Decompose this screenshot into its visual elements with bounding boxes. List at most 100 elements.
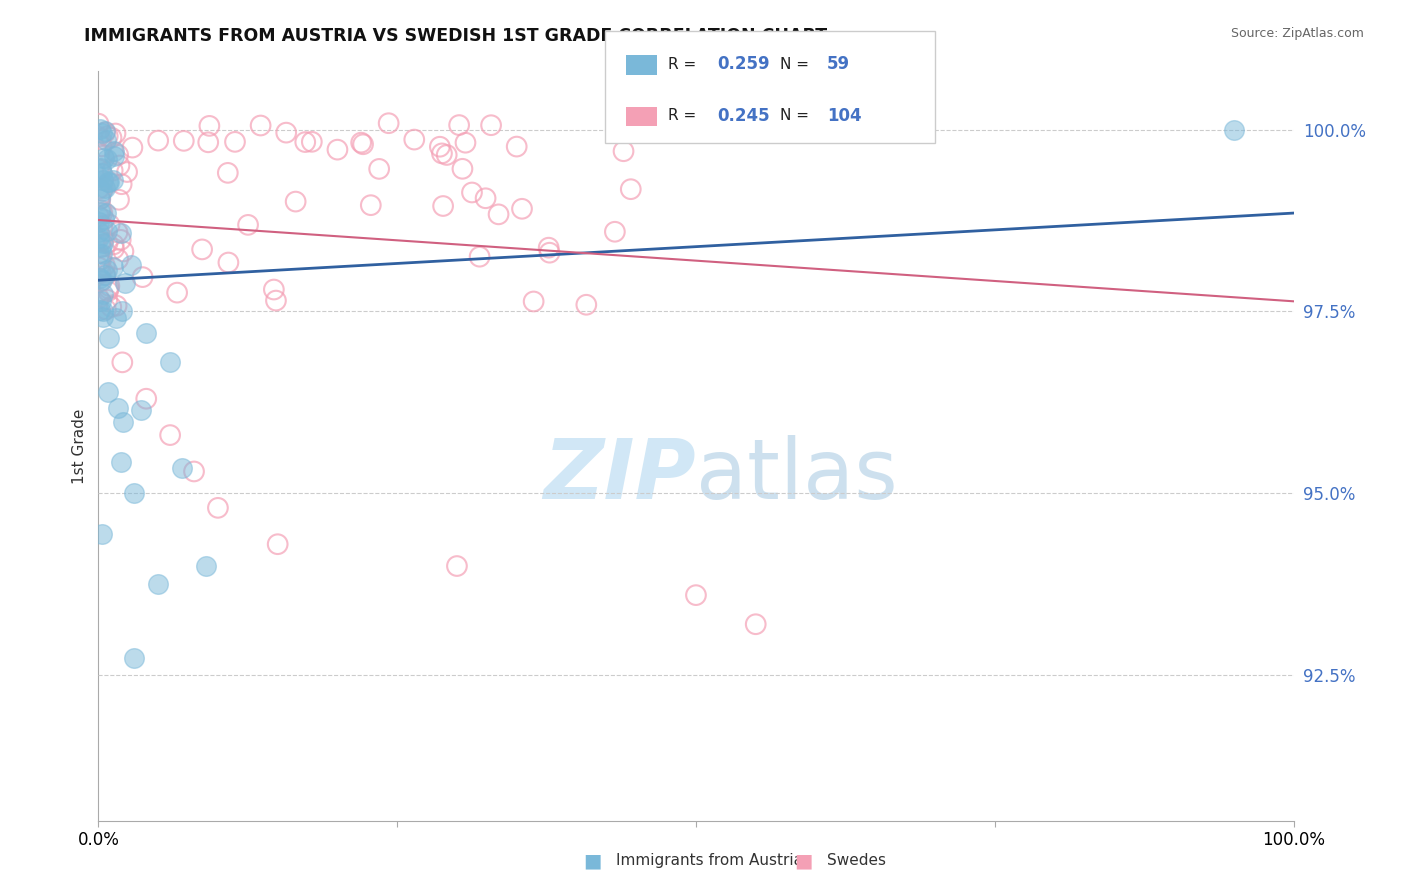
Point: [91, 527, 114, 541]
Point: [352, 137, 374, 152]
Point: [96, 293, 118, 307]
Point: [101, 163, 124, 178]
Point: [108, 159, 131, 173]
Point: [100, 130, 122, 145]
Point: [326, 143, 349, 157]
Point: [1223, 122, 1246, 136]
Point: [191, 243, 214, 257]
Point: [446, 559, 468, 574]
Text: 0.245: 0.245: [717, 107, 769, 125]
Point: [91, 236, 114, 251]
Point: [87, 162, 110, 177]
Point: [461, 186, 484, 200]
Point: [523, 294, 546, 309]
Point: [103, 149, 125, 163]
Point: [94, 125, 117, 139]
Point: [449, 118, 471, 132]
Point: [93, 232, 115, 246]
Point: [97, 282, 120, 296]
Point: [98, 279, 121, 293]
Point: [94, 259, 117, 273]
Point: [110, 233, 132, 247]
Text: atlas: atlas: [696, 435, 897, 516]
Point: [94, 268, 117, 282]
Point: [350, 136, 373, 150]
Point: [474, 191, 496, 205]
Text: IMMIGRANTS FROM AUSTRIA VS SWEDISH 1ST GRADE CORRELATION CHART: IMMIGRANTS FROM AUSTRIA VS SWEDISH 1ST G…: [84, 27, 828, 45]
Point: [89, 122, 111, 136]
Point: [360, 198, 382, 212]
Point: [430, 146, 453, 161]
Point: [87, 170, 110, 185]
Point: [195, 559, 218, 574]
Point: [87, 215, 110, 229]
Point: [89, 231, 111, 245]
Point: [89, 192, 111, 206]
Point: [207, 500, 229, 515]
Point: [96, 153, 118, 167]
Point: [89, 192, 111, 206]
Point: [93, 151, 115, 165]
Point: [94, 181, 117, 195]
Point: [404, 132, 426, 146]
Point: [114, 276, 136, 290]
Text: ZIP: ZIP: [543, 435, 696, 516]
Point: [89, 205, 111, 219]
Point: [173, 134, 195, 148]
Text: 59: 59: [827, 55, 849, 73]
Point: [294, 135, 316, 149]
Point: [217, 255, 239, 269]
Point: [111, 178, 134, 192]
Point: [111, 415, 134, 429]
Point: [89, 189, 111, 203]
Point: [166, 285, 188, 300]
Point: [91, 310, 114, 324]
Point: [87, 147, 110, 161]
Y-axis label: 1st Grade: 1st Grade: [72, 409, 87, 483]
Point: [468, 250, 491, 264]
Point: [97, 175, 120, 189]
Point: [107, 225, 129, 239]
Point: [129, 402, 152, 417]
Point: [96, 263, 118, 277]
Point: [91, 273, 114, 287]
Point: [377, 116, 399, 130]
Point: [87, 291, 110, 305]
Text: Swedes: Swedes: [827, 854, 886, 868]
Point: [89, 303, 111, 318]
Point: [94, 205, 117, 219]
Point: [87, 210, 110, 224]
Point: [537, 241, 560, 255]
Point: [107, 148, 129, 162]
Point: [91, 173, 114, 187]
Point: [111, 355, 134, 369]
Text: R =: R =: [668, 57, 702, 72]
Point: [124, 486, 146, 500]
Point: [183, 465, 205, 479]
Point: [451, 161, 474, 176]
Point: [110, 226, 132, 240]
Point: [90, 240, 112, 254]
Text: R =: R =: [668, 108, 702, 123]
Point: [94, 268, 117, 282]
Point: [107, 252, 129, 267]
Point: [91, 304, 114, 318]
Point: [101, 260, 124, 274]
Point: [87, 225, 110, 239]
Point: [506, 139, 529, 153]
Point: [90, 185, 112, 199]
Point: [159, 355, 181, 369]
Point: [91, 247, 114, 261]
Point: [98, 331, 121, 345]
Point: [112, 244, 135, 259]
Point: [90, 274, 112, 288]
Point: [89, 181, 111, 195]
Point: [104, 127, 127, 141]
Point: [97, 284, 120, 298]
Point: [103, 144, 125, 158]
Point: [98, 218, 121, 232]
Point: [284, 194, 307, 209]
Point: [612, 145, 634, 159]
Point: [603, 225, 626, 239]
Point: [96, 133, 118, 147]
